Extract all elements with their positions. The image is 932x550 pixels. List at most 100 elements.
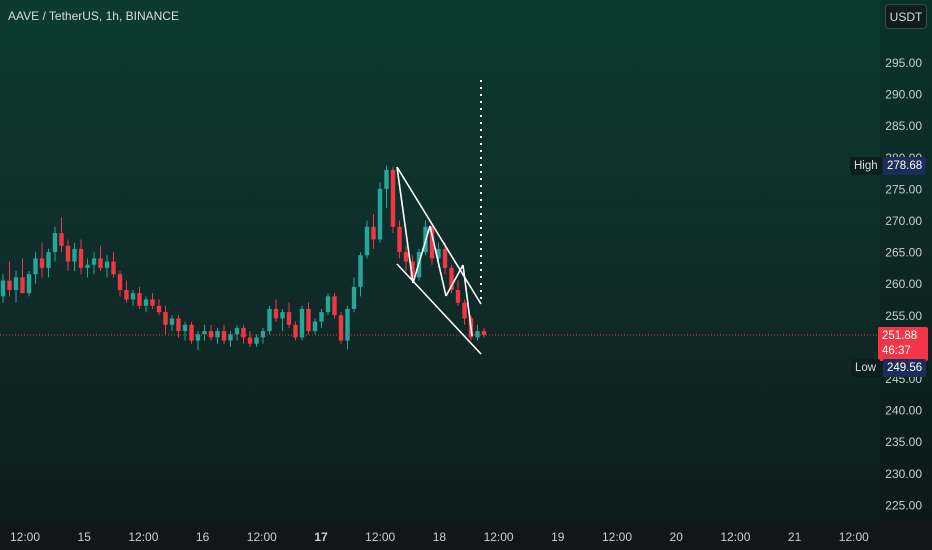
current-price-value: 251.88 bbox=[882, 330, 918, 342]
candle bbox=[39, 242, 45, 278]
candle bbox=[377, 182, 383, 243]
candle bbox=[358, 252, 363, 297]
candle-body bbox=[176, 318, 181, 332]
currency-button[interactable]: USDT bbox=[885, 4, 927, 29]
candle bbox=[104, 255, 110, 278]
x-tick-label: 12:00 bbox=[484, 530, 514, 544]
candle-body bbox=[0, 280, 6, 297]
candle bbox=[312, 318, 318, 335]
x-tick-label: 12:00 bbox=[10, 530, 40, 544]
candle-body bbox=[293, 324, 298, 338]
candle bbox=[46, 248, 51, 278]
candle bbox=[247, 331, 253, 347]
candle-body bbox=[429, 226, 435, 259]
candle bbox=[364, 220, 370, 259]
candle-body bbox=[111, 261, 116, 275]
candle-body bbox=[475, 331, 480, 338]
candle-body bbox=[260, 331, 266, 338]
y-tick-label: 240.00 bbox=[885, 404, 922, 418]
candle bbox=[280, 308, 285, 332]
candle bbox=[26, 271, 32, 297]
candle-body bbox=[325, 296, 331, 313]
candle bbox=[293, 321, 298, 341]
candle bbox=[33, 252, 38, 284]
x-axis-band bbox=[0, 521, 932, 550]
candle bbox=[267, 305, 272, 335]
candle-body bbox=[72, 248, 77, 262]
candle bbox=[403, 245, 409, 272]
candle-body bbox=[345, 308, 350, 341]
candle bbox=[442, 242, 448, 275]
candle bbox=[338, 312, 344, 344]
candle-body bbox=[26, 274, 32, 294]
candle-body bbox=[267, 308, 272, 332]
candle bbox=[20, 258, 25, 294]
high-price-tag: 278.68 bbox=[883, 157, 927, 175]
x-tick-label: 16 bbox=[196, 530, 210, 544]
candle-body bbox=[358, 255, 363, 287]
candle-body bbox=[332, 296, 337, 316]
candle-body bbox=[306, 308, 311, 332]
high-label: High bbox=[850, 157, 882, 175]
candle-body bbox=[13, 277, 19, 291]
candle-body bbox=[163, 312, 168, 325]
candle-body bbox=[98, 258, 103, 268]
x-tick-label: 12:00 bbox=[602, 530, 632, 544]
candle bbox=[72, 242, 77, 272]
candle bbox=[241, 324, 246, 344]
candle bbox=[351, 277, 357, 313]
candle bbox=[169, 315, 175, 332]
candle bbox=[176, 315, 181, 338]
candle-body bbox=[234, 327, 240, 335]
candle bbox=[371, 214, 376, 249]
candle-body bbox=[202, 331, 207, 335]
candle-body bbox=[384, 169, 389, 189]
candle bbox=[13, 271, 19, 303]
candle bbox=[202, 324, 207, 341]
x-tick-label: 12:00 bbox=[247, 530, 277, 544]
candle-body bbox=[208, 331, 214, 338]
candle bbox=[137, 286, 142, 309]
candle-body bbox=[195, 334, 201, 341]
candle-body bbox=[7, 280, 12, 291]
x-tick-label: 18 bbox=[433, 530, 447, 544]
candle bbox=[163, 305, 168, 335]
candle-body bbox=[143, 299, 149, 306]
candle-body bbox=[449, 267, 454, 291]
candle-body bbox=[52, 233, 58, 253]
candle bbox=[286, 302, 292, 328]
candle-body bbox=[377, 188, 383, 240]
x-tick-label: 15 bbox=[78, 530, 92, 544]
y-tick-label: 225.00 bbox=[885, 498, 922, 512]
y-tick-label: 295.00 bbox=[885, 56, 922, 70]
candle bbox=[111, 252, 116, 278]
candle bbox=[78, 239, 84, 275]
candle bbox=[319, 308, 324, 328]
candle-body bbox=[410, 261, 415, 278]
candle bbox=[260, 327, 266, 344]
candle-body bbox=[351, 286, 357, 309]
candle bbox=[124, 280, 129, 303]
candle bbox=[397, 220, 402, 259]
candle bbox=[449, 264, 454, 294]
x-tick-label: 12:00 bbox=[839, 530, 869, 544]
candle-body bbox=[221, 331, 227, 341]
candle-body bbox=[403, 252, 409, 262]
candle bbox=[189, 321, 194, 344]
candle-body bbox=[78, 248, 84, 268]
candle bbox=[91, 252, 97, 275]
pattern-line bbox=[396, 166, 482, 305]
candle-body bbox=[319, 312, 324, 322]
candle-body bbox=[436, 248, 441, 259]
y-tick-label: 260.00 bbox=[885, 277, 922, 291]
candle-body bbox=[65, 245, 71, 262]
candle-body bbox=[241, 327, 246, 338]
x-tick-label: 12:00 bbox=[365, 530, 395, 544]
candle bbox=[0, 274, 6, 303]
candle bbox=[273, 299, 279, 322]
candle-body bbox=[286, 312, 292, 325]
candle-body bbox=[481, 331, 487, 335]
candle bbox=[384, 165, 389, 208]
